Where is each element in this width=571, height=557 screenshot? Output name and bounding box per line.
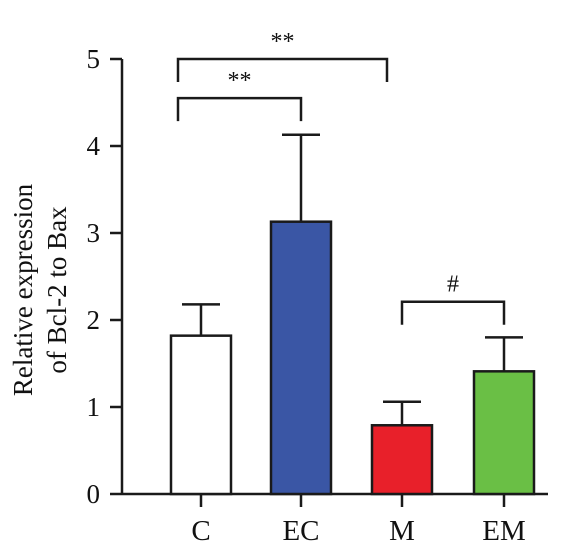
y-tick-label-3: 3 (87, 218, 101, 248)
x-tick-label-C: C (191, 515, 210, 547)
bar-EC (269, 220, 333, 496)
significance-bracket-M-EM (400, 300, 506, 325)
plot-area: 0 1 2 3 4 5 C EC M EM ** ** # (87, 29, 548, 547)
significance-label-C-M: ** (271, 29, 295, 55)
significance-label-M-EM: # (447, 272, 459, 298)
x-tick-label-EC: EC (282, 515, 319, 547)
y-tick-label-2: 2 (87, 305, 101, 335)
y-tick-label-4: 4 (87, 131, 101, 161)
x-tick-label-M: M (389, 515, 415, 547)
bar-C (169, 334, 233, 496)
y-axis-title-line-2: of Bcl-2 to Bax (42, 206, 72, 374)
bar-M (370, 424, 434, 496)
significance-bracket-C-M (176, 57, 389, 82)
bar-EM (472, 370, 536, 496)
y-axis-title-line-1: Relative expression (8, 183, 38, 396)
y-tick-label-0: 0 (87, 479, 101, 509)
y-tick-label-1: 1 (87, 392, 101, 422)
y-tick-label-5: 5 (87, 44, 101, 74)
significance-bracket-C-EC (176, 96, 303, 122)
significance-label-C-EC: ** (228, 68, 252, 94)
y-axis-title: Relative expression of Bcl-2 to Bax (8, 183, 72, 396)
x-tick-label-EM: EM (482, 515, 526, 547)
